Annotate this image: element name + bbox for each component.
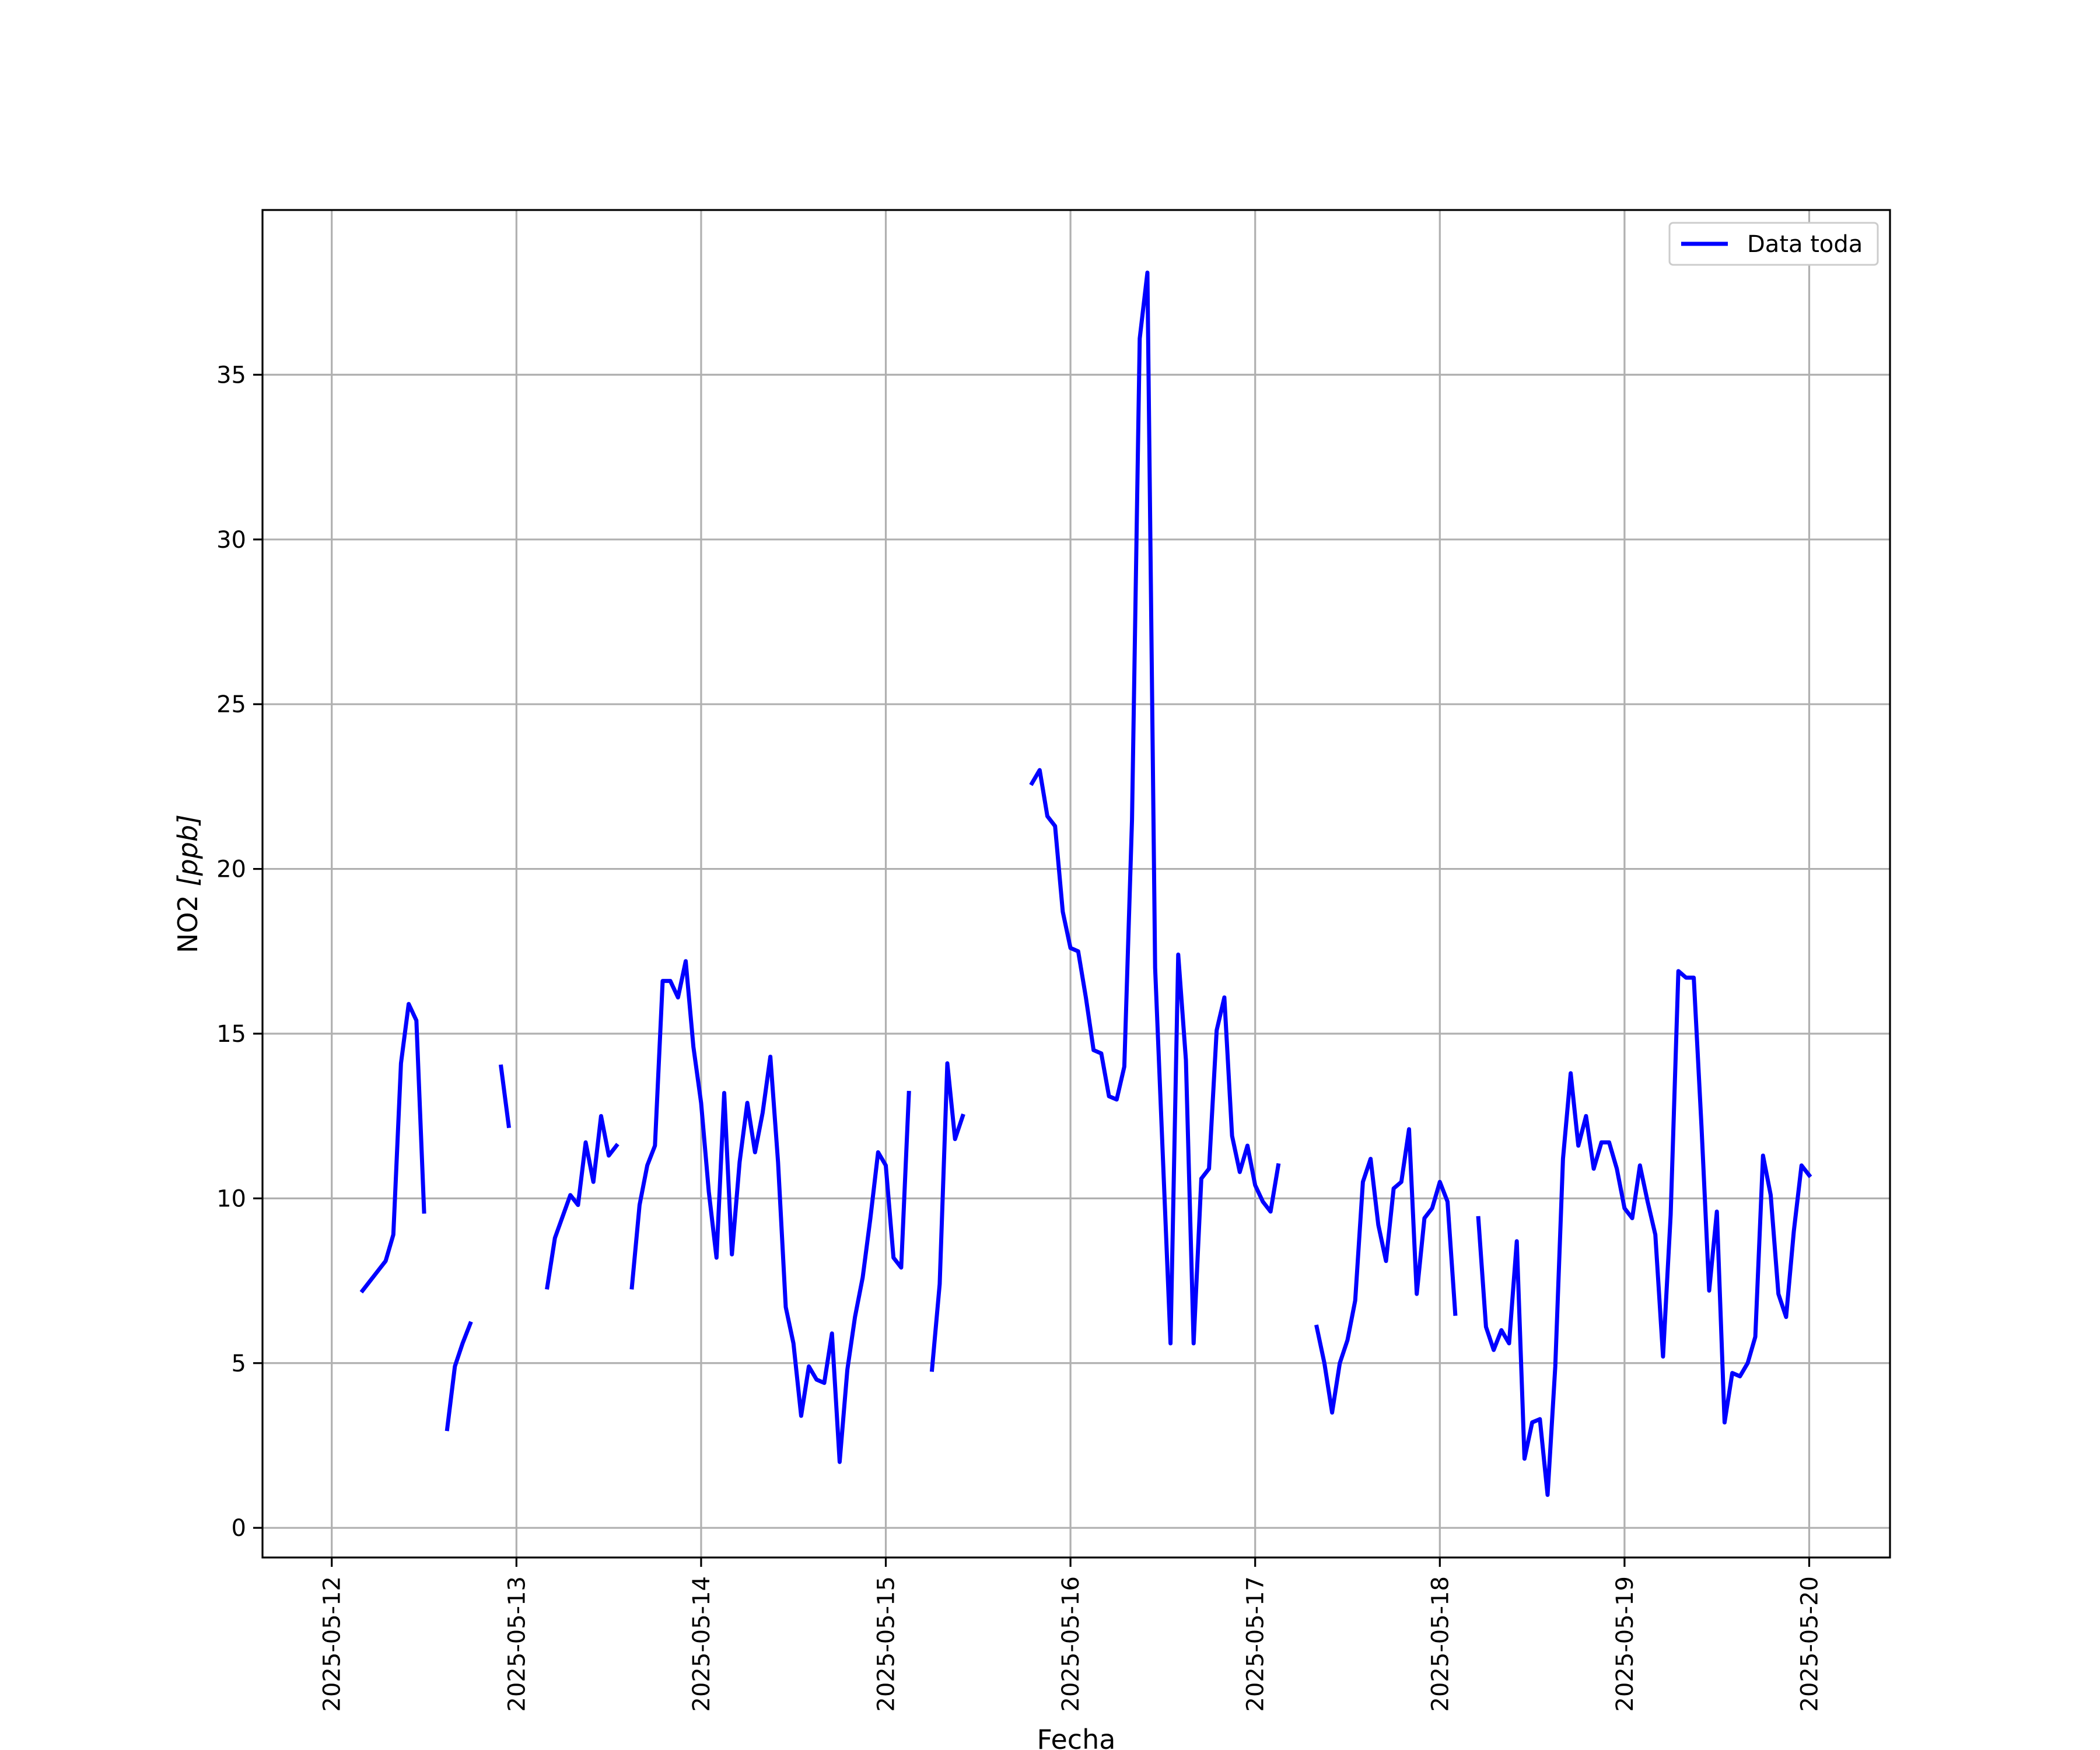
series-line-segment xyxy=(545,1114,620,1290)
y-axis-label-text: NO2 xyxy=(172,886,204,953)
series-line-segment xyxy=(929,1061,965,1372)
y-tick-label: 15 xyxy=(216,1021,246,1048)
x-axis-ticks: 2025-05-12 2025-05-13 2025-05-14 2025-05-15… xyxy=(319,1558,1823,1712)
series-line-segment xyxy=(629,959,911,1464)
y-axis-label: NO2 [ppb] xyxy=(172,814,204,953)
y-tick-label: 5 xyxy=(232,1350,246,1377)
grid xyxy=(262,210,1890,1558)
legend-box xyxy=(1668,222,1879,266)
x-tick-label: 2025-05-19 xyxy=(1612,1576,1639,1712)
series-line-segment xyxy=(498,1064,512,1129)
series-line-segment xyxy=(1029,270,1281,1346)
x-axis-label: Fecha xyxy=(1037,1724,1116,1750)
legend-label: Data toda xyxy=(1747,231,1863,258)
y-tick-label: 10 xyxy=(216,1185,246,1212)
plot-background xyxy=(262,210,1890,1558)
x-tick-label: 2025-05-16 xyxy=(1058,1576,1084,1712)
y-tick-label: 25 xyxy=(216,691,246,718)
legend: Data toda xyxy=(1668,222,1879,266)
y-tick-label: 35 xyxy=(216,362,246,388)
series-line-segment xyxy=(1314,1127,1458,1415)
x-tick-label: 2025-05-12 xyxy=(319,1576,346,1712)
series-data-toda xyxy=(359,270,1812,1497)
x-tick-label: 2025-05-20 xyxy=(1796,1576,1823,1712)
y-tick-label: 30 xyxy=(216,527,246,554)
y-tick-label: 0 xyxy=(232,1515,246,1542)
series-line-segment xyxy=(444,1321,473,1432)
y-axis-label-unit: [ppb] xyxy=(172,814,204,887)
x-tick-label: 2025-05-17 xyxy=(1242,1576,1269,1712)
series-line-segment xyxy=(359,1002,426,1294)
series-line-segment xyxy=(1476,969,1812,1497)
x-tick-label: 2025-05-18 xyxy=(1427,1576,1454,1712)
y-tick-label: 20 xyxy=(216,856,246,883)
x-tick-label: 2025-05-15 xyxy=(873,1576,900,1712)
x-tick-label: 2025-05-13 xyxy=(503,1576,530,1712)
x-tick-label: 2025-05-14 xyxy=(688,1576,715,1712)
y-axis-ticks: 0 5 10 15 20 25 30 35 xyxy=(216,362,262,1542)
plot-frame xyxy=(261,209,1891,1559)
